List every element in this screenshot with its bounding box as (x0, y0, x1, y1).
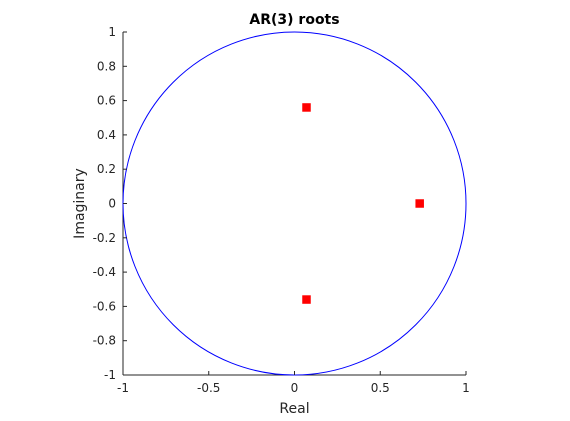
y-tick-label: 0.6 (97, 94, 116, 108)
root-point (415, 199, 424, 208)
y-tick-label: -0.2 (93, 231, 116, 245)
y-tick-label: -0.4 (93, 265, 116, 279)
x-tick-label: 0.5 (371, 381, 390, 395)
x-tick-label: 0 (291, 381, 299, 395)
x-ticks: -1 -0.5 0 0.5 1 (117, 371, 470, 395)
y-ticks: -1 -0.8 -0.6 -0.4 -0.2 0 0.2 0.4 0.6 0.8 1 (93, 25, 127, 382)
y-tick-label: 0.2 (97, 162, 116, 176)
y-axis-label: Imaginary (72, 168, 88, 239)
axes (122, 32, 466, 376)
root-point (302, 103, 311, 112)
x-tick-label: -0.5 (197, 381, 220, 395)
x-tick-label: 1 (462, 381, 470, 395)
chart-title: AR(3) roots (249, 12, 339, 28)
roots-series (302, 103, 424, 304)
y-tick-label: -0.8 (93, 334, 116, 348)
y-tick-label: 0.8 (97, 59, 116, 73)
x-tick-label: -1 (117, 381, 129, 395)
root-point (302, 295, 311, 304)
y-tick-label: 0.4 (97, 128, 116, 142)
y-tick-label: 1 (108, 25, 116, 39)
x-axis-label: Real (279, 401, 309, 417)
y-tick-label: -0.6 (93, 299, 116, 313)
y-tick-label: -1 (104, 368, 116, 382)
y-tick-label: 0 (108, 197, 116, 211)
unit-circle (122, 31, 467, 376)
